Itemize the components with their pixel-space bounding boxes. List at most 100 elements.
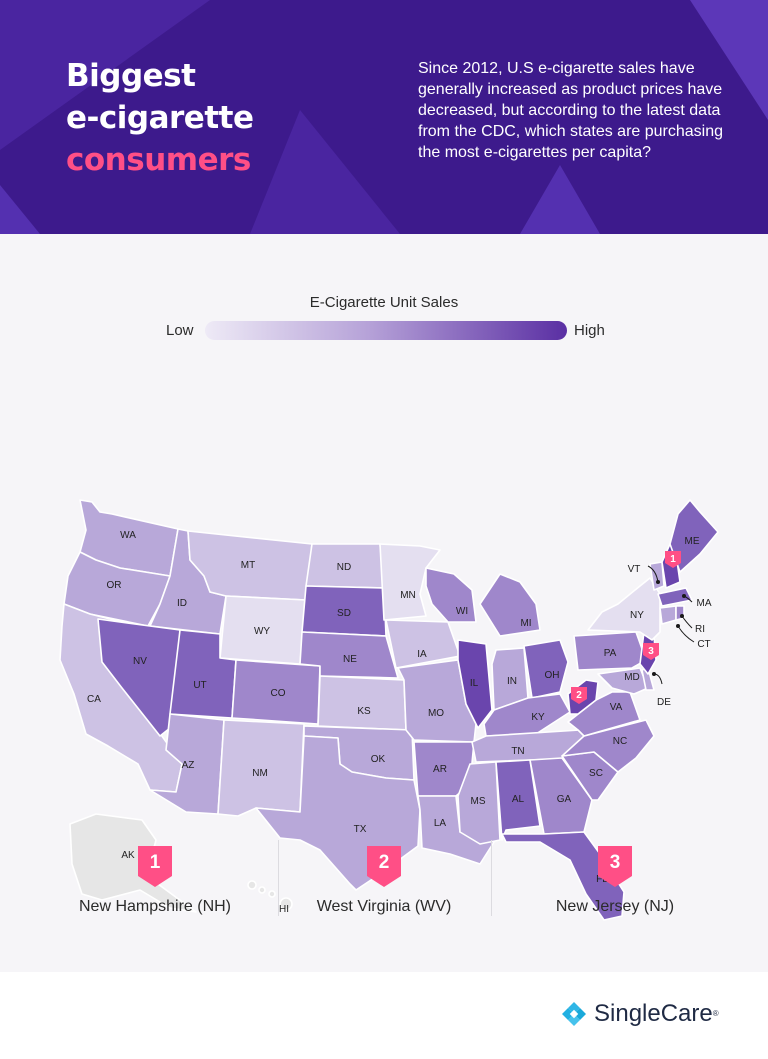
- rank-badge-1: 1: [138, 846, 172, 888]
- state-md[interactable]: [597, 667, 649, 695]
- callout-dots: [652, 580, 686, 676]
- svg-text:3: 3: [648, 646, 654, 657]
- state-fl[interactable]: [501, 831, 625, 921]
- label-ga: GA: [557, 794, 572, 805]
- legend-low-label: Low: [166, 322, 194, 339]
- state-ks[interactable]: [317, 675, 407, 731]
- label-in: IN: [507, 676, 517, 687]
- title-line-3: consumers: [66, 142, 251, 178]
- rank-badge-2: 2: [367, 846, 401, 888]
- state-pa[interactable]: [573, 631, 647, 671]
- state-hi[interactable]: [247, 880, 293, 911]
- logo-mark-icon: [562, 1002, 586, 1026]
- state-la[interactable]: [417, 795, 495, 865]
- state-wi[interactable]: [425, 567, 477, 623]
- label-ar: AR: [433, 764, 447, 775]
- label-ne: NE: [343, 654, 357, 665]
- us-map: WA OR CA ID NV MT WY UT CO AZ NM ND SD N…: [59, 499, 719, 921]
- ranking-item-1: 1 New Hampshire (NH): [27, 840, 283, 940]
- label-ri: RI: [695, 624, 705, 635]
- label-de: DE: [657, 697, 671, 708]
- logo-wordmark: SingleCare®: [594, 1000, 719, 1027]
- state-va[interactable]: [567, 691, 641, 737]
- label-ok: OK: [371, 754, 386, 765]
- label-ky: KY: [531, 712, 545, 723]
- ranking-state-1: New Hampshire (NH): [78, 898, 232, 915]
- label-sc: SC: [589, 768, 603, 779]
- label-co: CO: [271, 688, 286, 699]
- state-nc[interactable]: [561, 719, 655, 773]
- footer: SingleCare®: [0, 972, 768, 1059]
- label-oh: OH: [545, 670, 560, 681]
- state-mn[interactable]: [379, 543, 441, 621]
- label-pa: PA: [604, 648, 617, 659]
- label-ks: KS: [357, 706, 371, 717]
- label-nm: NM: [252, 768, 268, 779]
- label-la: LA: [434, 818, 447, 829]
- label-az: AZ: [182, 760, 195, 771]
- state-al[interactable]: [495, 759, 541, 841]
- label-hi: HI: [279, 904, 289, 915]
- state-mi[interactable]: [479, 573, 541, 637]
- legend-title: E-Cigarette Unit Sales: [309, 294, 459, 311]
- label-wa: WA: [120, 530, 136, 541]
- label-ma: MA: [697, 598, 712, 609]
- label-nc: NC: [613, 736, 627, 747]
- label-me: ME: [685, 536, 700, 547]
- title-line-2: e-cigarette: [66, 100, 254, 136]
- label-va: VA: [610, 702, 623, 713]
- label-il: IL: [470, 678, 479, 689]
- state-vt[interactable]: [649, 561, 665, 591]
- legend-high-label: High: [574, 322, 605, 339]
- label-nd: ND: [337, 562, 351, 573]
- label-tn: TN: [511, 746, 524, 757]
- map-marker-1: 1: [665, 551, 681, 568]
- label-wi: WI: [456, 606, 468, 617]
- state-oh[interactable]: [523, 639, 569, 699]
- label-ia: IA: [417, 649, 427, 660]
- state-ak[interactable]: [69, 813, 197, 913]
- ranking-state-3: New Jersey (NJ): [555, 898, 675, 915]
- rank-badge-3: 3: [598, 846, 632, 888]
- label-nv: NV: [133, 656, 147, 667]
- state-ny[interactable]: [587, 577, 661, 641]
- page-title: Biggest e-cigarette consumers: [66, 55, 254, 181]
- label-fl: FL: [596, 874, 608, 885]
- label-mi: MI: [520, 618, 531, 629]
- state-ma[interactable]: [657, 587, 693, 607]
- svg-text:1: 1: [670, 554, 676, 565]
- ranking-divider: [491, 840, 492, 916]
- svg-text:2: 2: [576, 690, 582, 701]
- title-line-1: Biggest: [66, 58, 196, 94]
- ranking-item-3: 3 New Jersey (NJ): [487, 840, 743, 940]
- label-or: OR: [107, 580, 122, 591]
- label-ct: CT: [697, 639, 710, 650]
- legend-gradient-bar: [205, 321, 567, 340]
- label-al: AL: [512, 794, 525, 805]
- ranking-divider: [278, 840, 279, 916]
- label-ak: AK: [121, 850, 135, 861]
- header-background-shapes: [0, 0, 768, 234]
- label-ut: UT: [193, 680, 206, 691]
- label-ca: CA: [87, 694, 101, 705]
- label-ny: NY: [630, 610, 644, 621]
- label-wy: WY: [254, 626, 270, 637]
- state-or[interactable]: [63, 551, 171, 627]
- label-sd: SD: [337, 608, 351, 619]
- state-me[interactable]: [669, 499, 719, 573]
- header-banner: Biggest e-cigarette consumers Since 2012…: [0, 0, 768, 234]
- label-ms: MS: [471, 796, 486, 807]
- label-id: ID: [177, 598, 187, 609]
- map-panel: E-Cigarette Unit Sales Low High: [0, 234, 768, 972]
- map-marker-2: 2: [571, 687, 587, 704]
- label-tx: TX: [354, 824, 367, 835]
- ranking-state-2: West Virginia (WV): [316, 898, 452, 915]
- map-marker-3: 3: [643, 643, 659, 660]
- state-ct[interactable]: [659, 605, 677, 625]
- intro-paragraph: Since 2012, U.S e-cigarette sales have g…: [418, 60, 724, 161]
- state-il[interactable]: [457, 639, 493, 729]
- ranking-list: 1 New Hampshire (NH) 2 West Virginia (WV…: [0, 840, 768, 940]
- state-ga[interactable]: [529, 757, 593, 835]
- label-md: MD: [624, 672, 640, 683]
